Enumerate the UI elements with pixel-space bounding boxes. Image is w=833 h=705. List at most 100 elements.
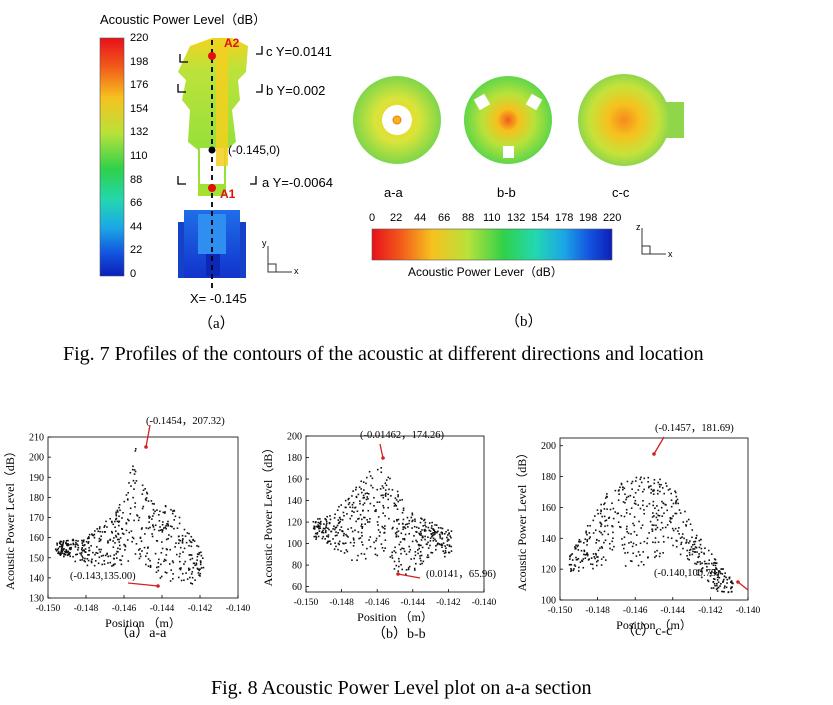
data-point (69, 551, 71, 554)
data-point (153, 528, 156, 531)
data-point (312, 520, 315, 523)
data-point (349, 517, 352, 520)
data-point (405, 573, 407, 576)
data-point (313, 535, 316, 538)
data-point (725, 576, 727, 579)
data-point (408, 545, 410, 548)
data-point (631, 560, 633, 563)
data-point (717, 581, 720, 583)
data-point (112, 563, 115, 566)
data-point (722, 590, 725, 593)
data-point (642, 500, 644, 502)
data-point (404, 523, 407, 526)
data-point (662, 535, 665, 538)
data-point (124, 549, 126, 551)
data-point (60, 540, 63, 543)
data-point (678, 533, 680, 535)
axis-triad-a (267, 246, 292, 273)
peak-annotation: (-0.1454，207.32) (146, 416, 225, 427)
x-tick-label: -0.140 (736, 606, 761, 616)
contour-longitudinal (178, 38, 248, 278)
data-point (586, 553, 589, 555)
data-point (722, 568, 724, 570)
data-point (425, 543, 428, 545)
data-point (75, 541, 77, 544)
data-point (579, 561, 582, 563)
data-point (687, 518, 690, 521)
data-point (410, 516, 413, 519)
data-point (379, 531, 381, 534)
data-point (629, 560, 632, 562)
data-point (686, 554, 688, 557)
data-point (363, 489, 365, 491)
data-point (587, 559, 590, 561)
data-point (597, 549, 600, 552)
data-point (707, 580, 710, 583)
data-point (609, 508, 612, 511)
data-point (342, 542, 344, 545)
data-point (628, 542, 630, 544)
data-point (426, 556, 429, 559)
y-tick-label: 200 (287, 432, 302, 443)
data-point (667, 489, 670, 491)
data-point (112, 546, 115, 548)
data-point (648, 532, 650, 534)
data-point (647, 476, 650, 479)
data-point (66, 551, 69, 554)
data-point (126, 539, 129, 541)
data-point (373, 505, 375, 507)
data-point (642, 551, 644, 553)
data-point (575, 558, 578, 561)
data-point (348, 501, 351, 504)
data-point (730, 580, 733, 582)
data-point (151, 518, 153, 520)
data-point (625, 508, 628, 511)
axis-x-label: x (294, 266, 299, 276)
data-point (607, 517, 610, 519)
data-point (582, 558, 585, 560)
data-point (397, 557, 400, 560)
data-point (133, 519, 135, 522)
data-point (326, 515, 328, 518)
data-point (340, 550, 342, 552)
data-point (396, 519, 398, 522)
data-point (397, 500, 400, 503)
data-point (337, 532, 339, 534)
data-point (84, 560, 87, 563)
data-point (632, 552, 634, 555)
data-point (707, 549, 710, 552)
data-point (601, 547, 604, 549)
data-point (179, 539, 181, 542)
data-point (399, 541, 402, 543)
data-point (86, 564, 89, 567)
data-point (689, 548, 692, 551)
data-point (656, 526, 659, 529)
peak-annotation: (-0.1457，181.69) (655, 423, 734, 434)
data-point (330, 530, 332, 533)
data-point (121, 528, 124, 530)
data-point (124, 545, 127, 548)
x-tick-label: -0.140 (472, 598, 497, 608)
data-point (151, 535, 154, 538)
data-point (664, 526, 667, 529)
data-point (188, 532, 190, 535)
data-point (604, 559, 607, 561)
data-point (359, 513, 362, 516)
data-point (325, 526, 327, 528)
data-point (190, 573, 193, 575)
data-point (149, 526, 151, 529)
data-point (394, 497, 397, 499)
data-point (65, 551, 67, 554)
data-point (713, 578, 716, 581)
data-point (447, 539, 450, 541)
data-point (175, 542, 177, 544)
data-point (161, 531, 164, 533)
data-point (100, 555, 103, 557)
data-point (407, 568, 410, 571)
data-point (362, 509, 364, 512)
data-point (635, 544, 638, 546)
data-point (714, 558, 717, 561)
data-point (349, 541, 352, 544)
data-point (581, 559, 583, 562)
x-tick-label: -0.148 (585, 606, 610, 616)
